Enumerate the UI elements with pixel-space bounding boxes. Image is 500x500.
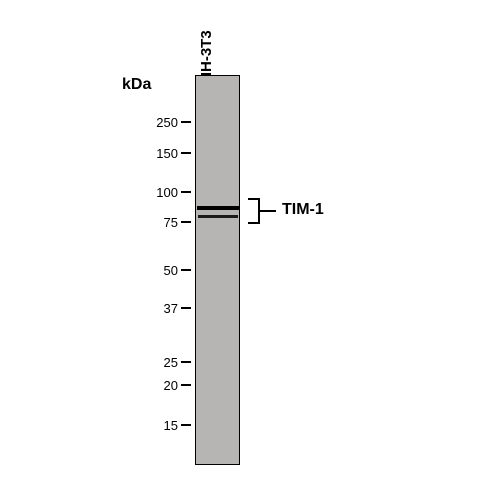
mw-tick-label: 150 xyxy=(148,146,178,161)
kda-axis-label: kDa xyxy=(122,76,151,94)
mw-tick-label: 15 xyxy=(148,418,178,433)
blot-band xyxy=(197,206,239,210)
mw-tick-dash xyxy=(181,269,191,271)
mw-tick-dash xyxy=(181,191,191,193)
mw-tick-dash xyxy=(181,121,191,123)
protein-label: TIM-1 xyxy=(282,201,324,219)
mw-tick-dash xyxy=(181,361,191,363)
mw-tick-dash xyxy=(181,307,191,309)
mw-tick-label: 25 xyxy=(148,355,178,370)
mw-tick-dash xyxy=(181,221,191,223)
mw-tick-dash xyxy=(181,384,191,386)
mw-tick-label: 100 xyxy=(148,185,178,200)
mw-tick-dash xyxy=(181,424,191,426)
mw-tick-label: 20 xyxy=(148,378,178,393)
mw-tick-label: 37 xyxy=(148,301,178,316)
mw-tick-label: 75 xyxy=(148,215,178,230)
lane-strip xyxy=(195,75,240,465)
mw-tick-label: 250 xyxy=(148,115,178,130)
western-blot-figure: { "figure": { "canvas": { "width": 500, … xyxy=(0,0,500,500)
mw-tick-label: 50 xyxy=(148,263,178,278)
mw-tick-dash xyxy=(181,152,191,154)
blot-band xyxy=(198,215,238,218)
